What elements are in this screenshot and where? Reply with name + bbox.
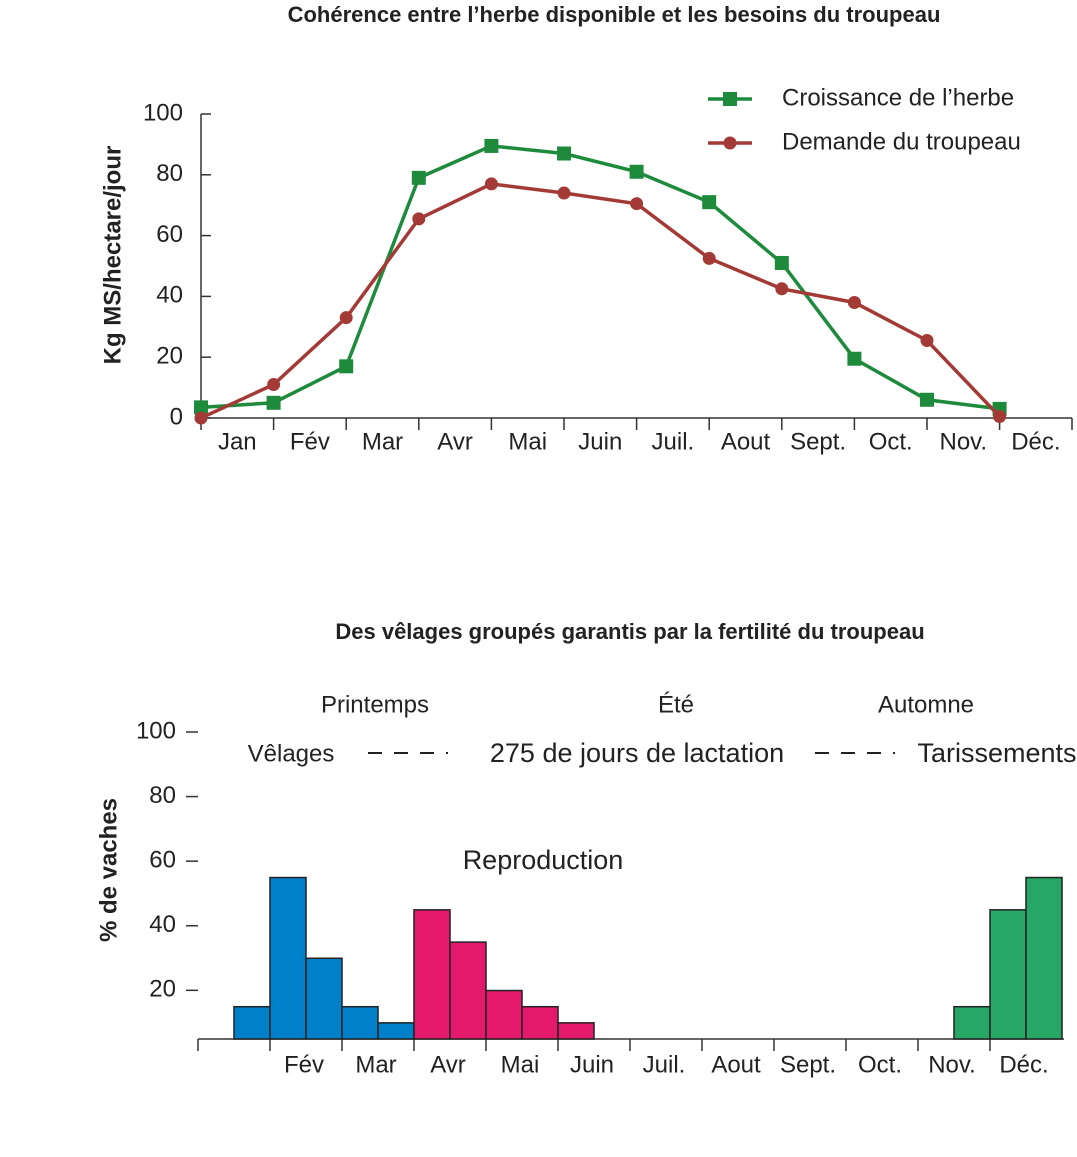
bar (1025, 876, 1063, 1040)
marker (702, 251, 716, 265)
marker (557, 146, 571, 161)
bar (557, 1022, 595, 1040)
x-tick-label: Fév (284, 1051, 324, 1078)
x-tick-label: Juil. (652, 428, 695, 455)
x-tick-label: Sept. (790, 428, 846, 455)
marker (484, 177, 498, 191)
bar (989, 909, 1027, 1040)
marker (630, 197, 644, 211)
x-tick-label: Juin (570, 1051, 614, 1078)
bar (953, 1005, 991, 1040)
line (200, 182, 1001, 420)
marker (557, 186, 571, 200)
marker (702, 195, 717, 210)
marker (920, 333, 934, 347)
x-tick-label: Sept. (780, 1051, 836, 1078)
y-tick-label: 80 (149, 782, 176, 809)
x-tick-label: Oct. (869, 428, 913, 455)
annotation: 275 de jours de lactation (490, 738, 784, 768)
marker (194, 400, 208, 415)
marker (339, 359, 354, 374)
x-tick-label: Déc. (999, 1051, 1048, 1078)
marker (412, 212, 426, 226)
x-tick-label: Nov. (940, 428, 988, 455)
y-tick-label: 40 (149, 911, 176, 938)
bar (377, 1022, 415, 1040)
y-tick-label: 0 (170, 403, 183, 430)
annotation: Reproduction (463, 845, 624, 875)
annotation: Tarissements (917, 738, 1076, 768)
x-tick-label: Mar (355, 1051, 396, 1078)
x-tick-label: Aout (721, 428, 771, 455)
chart-title: Des vêlages groupés garantis par la fert… (335, 619, 924, 644)
marker (484, 138, 499, 153)
legend-marker (723, 136, 737, 150)
marker (847, 295, 861, 309)
marker (629, 164, 644, 179)
marker (920, 392, 934, 407)
y-tick-label: 80 (156, 160, 183, 187)
bar (449, 941, 487, 1040)
bar (269, 876, 307, 1040)
x-tick-label: Fév (290, 428, 330, 455)
y-tick-label: 100 (136, 717, 176, 744)
y-tick-label: 20 (149, 976, 176, 1003)
x-tick-label: Jan (218, 428, 257, 455)
x-tick-label: Déc. (1011, 428, 1060, 455)
x-tick-label: Juin (578, 428, 622, 455)
x-tick-label: Mar (362, 428, 403, 455)
bar (413, 909, 451, 1040)
marker (775, 282, 789, 296)
marker (774, 255, 789, 270)
x-tick-label: Avr (430, 1051, 466, 1078)
annotation: Été (658, 691, 694, 718)
legend-label: Demande du troupeau (782, 128, 1021, 155)
chart-title: Cohérence entre l’herbe disponible et le… (288, 2, 941, 27)
y-tick-label: 40 (156, 282, 183, 309)
x-tick-label: Avr (437, 428, 473, 455)
bar (305, 957, 343, 1040)
annotation: Vêlages (248, 740, 335, 767)
x-tick-label: Mai (508, 428, 547, 455)
annotation: Automne (878, 691, 974, 718)
annotation: Printemps (321, 691, 429, 718)
bar (485, 989, 523, 1040)
bar (521, 1005, 559, 1040)
x-tick-label: Aout (711, 1051, 761, 1078)
marker (266, 395, 281, 410)
bar (233, 1005, 271, 1040)
bar (341, 1005, 379, 1040)
marker (993, 409, 1007, 423)
line (200, 144, 1000, 411)
x-tick-label: Oct. (858, 1051, 902, 1078)
marker (267, 378, 281, 392)
y-axis-title: % de vaches (95, 798, 122, 942)
x-tick-label: Mai (501, 1051, 540, 1078)
y-axis-title: Kg MS/hectare/jour (99, 146, 126, 365)
x-tick-label: Juil. (643, 1051, 686, 1078)
y-tick-label: 60 (149, 847, 176, 874)
y-tick-label: 20 (156, 343, 183, 370)
x-tick-label: Nov. (928, 1051, 976, 1078)
y-tick-label: 100 (143, 99, 183, 126)
legend-label: Croissance de l’herbe (782, 84, 1014, 111)
legend-marker (723, 92, 737, 106)
marker (194, 411, 208, 425)
marker (411, 170, 426, 185)
y-tick-label: 60 (156, 221, 183, 248)
marker (339, 311, 353, 325)
marker (847, 351, 862, 366)
